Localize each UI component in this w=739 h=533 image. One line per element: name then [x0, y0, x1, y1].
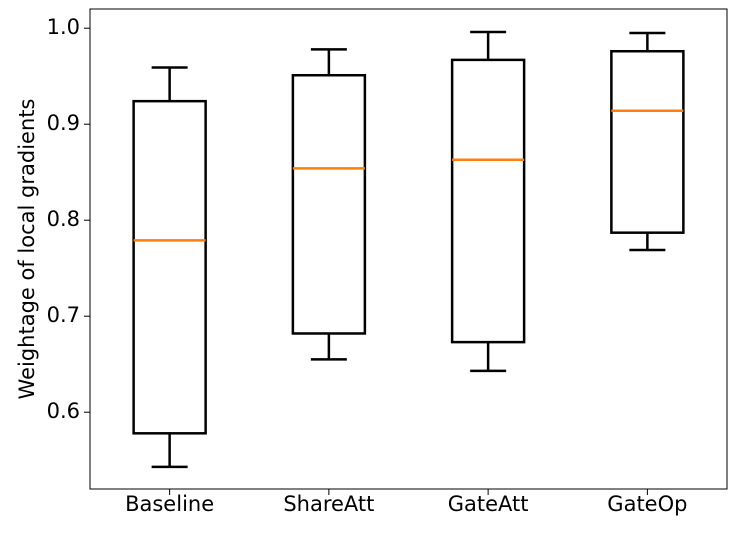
y-tick-label: 0.7: [47, 303, 80, 327]
x-tick-label: ShareAtt: [283, 492, 374, 516]
box-shareatt: [291, 48, 367, 361]
box-gateop: [610, 31, 685, 252]
boxes-group: [132, 30, 685, 469]
iqr-box: [132, 99, 207, 435]
box-baseline: [132, 66, 207, 469]
y-tick-label: 0.8: [47, 207, 80, 231]
x-axis: Baseline ShareAtt GateAtt GateOp: [125, 489, 687, 516]
iqr-box: [291, 73, 367, 335]
plot-area: [89, 8, 728, 490]
box-gateatt: [450, 30, 526, 373]
y-tick-label: 0.9: [47, 111, 80, 135]
y-axis: 0.6 0.7 0.8 0.9 1.0: [47, 15, 90, 423]
y-tick-label: 0.6: [47, 399, 80, 423]
iqr-box: [450, 58, 526, 344]
x-tick-label: Baseline: [125, 492, 214, 516]
iqr-box: [610, 49, 685, 234]
y-tick-label: 1.0: [47, 15, 80, 39]
y-axis-label: Weightage of local gradients: [15, 99, 39, 400]
x-tick-label: GateOp: [607, 492, 687, 516]
x-tick-label: GateAtt: [448, 492, 529, 516]
